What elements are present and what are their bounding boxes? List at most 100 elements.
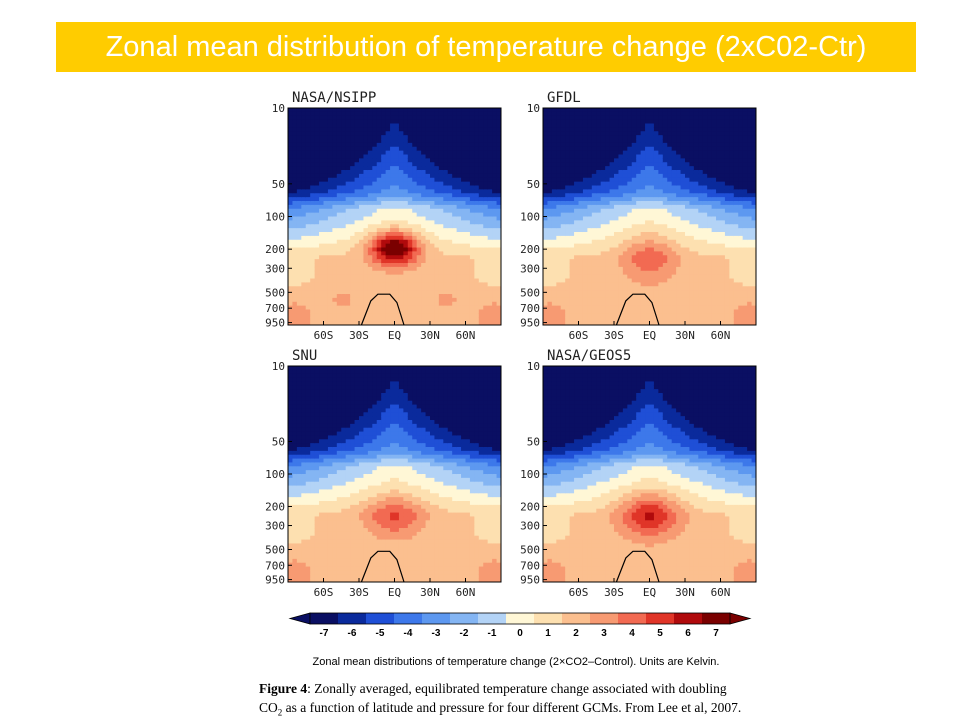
field-cell — [412, 220, 417, 224]
field-cell — [672, 186, 677, 190]
field-cell — [574, 112, 579, 116]
field-cell — [667, 193, 672, 197]
field-cell — [676, 248, 681, 252]
field-cell — [681, 213, 686, 217]
field-cell — [483, 147, 488, 151]
field-cell — [443, 244, 448, 248]
field-cell — [430, 147, 435, 151]
field-cell — [341, 240, 346, 244]
field-cell — [301, 116, 306, 120]
field-cell — [452, 217, 457, 221]
field-cell — [315, 135, 320, 139]
field-cell — [332, 186, 337, 190]
field-cell — [698, 131, 703, 135]
field-cell — [426, 147, 431, 151]
field-cell — [636, 186, 641, 190]
field-cell — [319, 205, 324, 209]
field-cell — [346, 151, 351, 155]
field-cell — [439, 220, 444, 224]
field-cell — [543, 313, 548, 317]
field-cell — [641, 178, 646, 182]
field-cell — [601, 228, 606, 232]
field-cell — [337, 236, 342, 240]
field-cell — [601, 131, 606, 135]
field-cell — [408, 282, 413, 286]
field-cell — [355, 178, 360, 182]
field-cell — [592, 139, 597, 143]
field-cell — [698, 189, 703, 193]
field-cell — [466, 189, 471, 193]
field-cell — [716, 271, 721, 275]
field-cell — [430, 244, 435, 248]
field-cell — [703, 240, 708, 244]
field-cell — [698, 166, 703, 170]
field-cell — [650, 139, 655, 143]
field-cell — [552, 166, 557, 170]
field-cell — [574, 186, 579, 190]
field-cell — [443, 271, 448, 275]
field-cell — [658, 151, 663, 155]
field-cell — [570, 317, 575, 321]
field-cell — [346, 267, 351, 271]
field-cell — [623, 124, 628, 128]
field-cell — [452, 255, 457, 259]
field-cell — [381, 302, 386, 306]
field-cell — [324, 170, 329, 174]
field-cell — [466, 244, 471, 248]
field-cell — [386, 124, 391, 128]
field-cell — [421, 112, 426, 116]
field-cell — [372, 197, 377, 201]
field-cell — [350, 116, 355, 120]
field-cell — [561, 151, 566, 155]
field-cell — [390, 209, 395, 213]
field-cell — [689, 228, 694, 232]
field-cell — [623, 279, 628, 283]
field-cell — [547, 217, 552, 221]
field-cell — [694, 317, 699, 321]
field-cell — [337, 271, 342, 275]
field-cell — [439, 186, 444, 190]
field-cell — [570, 135, 575, 139]
field-cell — [663, 217, 668, 221]
field-cell — [403, 170, 408, 174]
field-cell — [721, 158, 726, 162]
field-cell — [707, 232, 712, 236]
field-cell — [421, 251, 426, 255]
field-cell — [288, 193, 293, 197]
field-cell — [627, 189, 632, 193]
field-cell — [587, 124, 592, 128]
field-cell — [443, 205, 448, 209]
field-cell — [439, 131, 444, 135]
field-cell — [483, 267, 488, 271]
field-cell — [306, 131, 311, 135]
field-cell — [685, 213, 690, 217]
field-cell — [703, 259, 708, 263]
field-cell — [412, 131, 417, 135]
field-cell — [552, 220, 557, 224]
field-cell — [434, 127, 439, 131]
field-cell — [430, 271, 435, 275]
field-cell — [488, 255, 493, 259]
field-cell — [623, 313, 628, 317]
field-cell — [658, 306, 663, 310]
field-cell — [610, 255, 615, 259]
field-cell — [368, 294, 373, 298]
field-cell — [319, 263, 324, 267]
field-cell — [547, 124, 552, 128]
field-cell — [605, 186, 610, 190]
field-cell — [372, 155, 377, 159]
field-cell — [341, 248, 346, 252]
field-cell — [315, 143, 320, 147]
field-cell — [556, 127, 561, 131]
field-cell — [350, 279, 355, 283]
field-cell — [654, 209, 659, 213]
field-cell — [395, 193, 400, 197]
field-cell — [698, 193, 703, 197]
field-cell — [547, 135, 552, 139]
field-cell — [592, 162, 597, 166]
field-cell — [412, 240, 417, 244]
field-cell — [443, 186, 448, 190]
field-cell — [605, 120, 610, 124]
field-cell — [614, 186, 619, 190]
